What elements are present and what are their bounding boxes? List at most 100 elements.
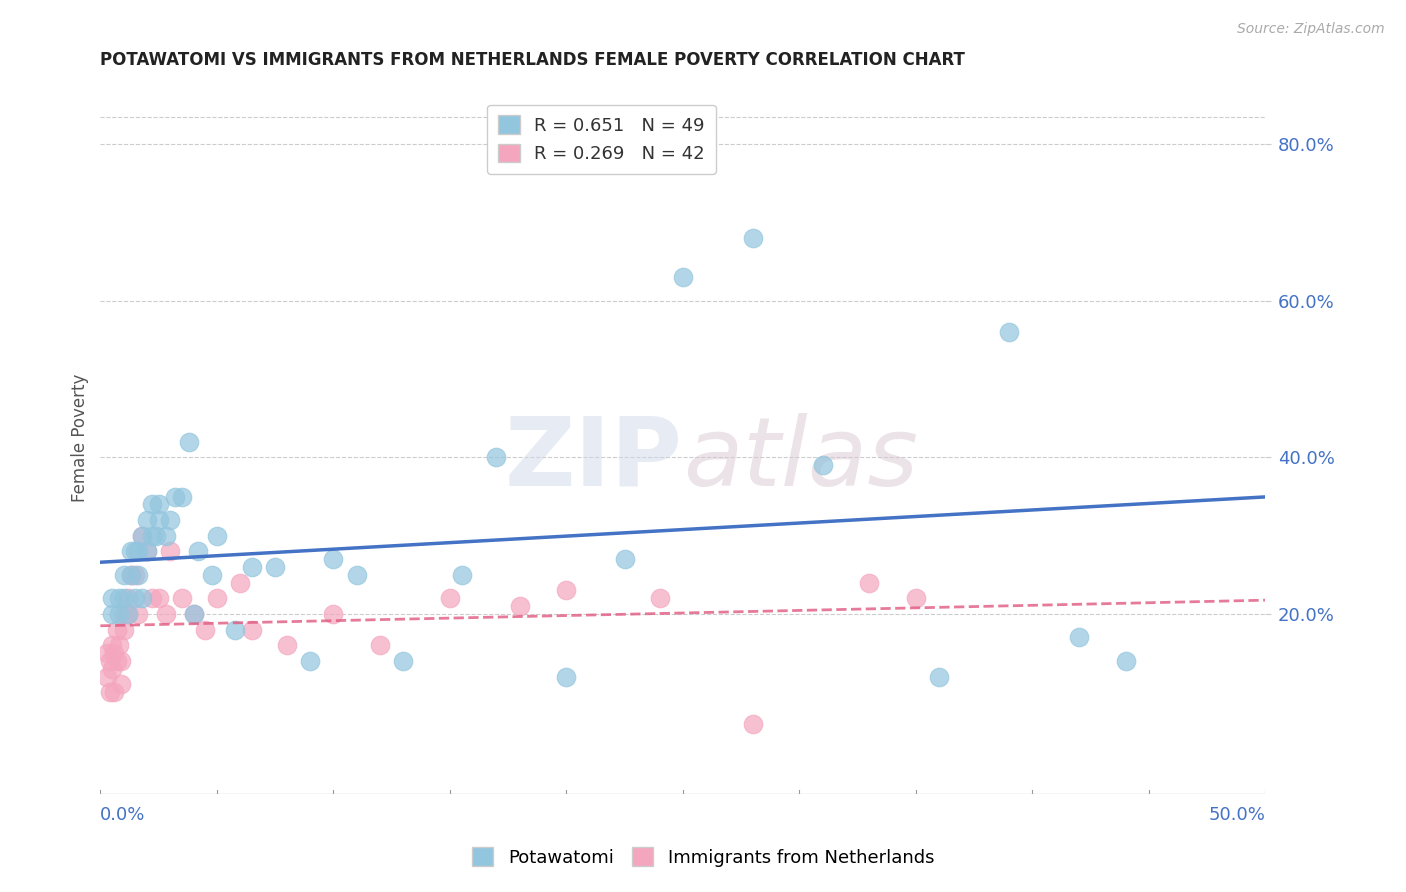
Point xyxy=(136,544,159,558)
Point xyxy=(613,552,636,566)
Point xyxy=(392,654,415,668)
Point xyxy=(672,270,695,285)
Point xyxy=(112,591,135,606)
Point xyxy=(183,607,205,621)
Point xyxy=(264,560,287,574)
Point xyxy=(648,591,671,606)
Point xyxy=(98,685,121,699)
Point xyxy=(112,607,135,621)
Point xyxy=(101,591,124,606)
Point xyxy=(155,529,177,543)
Point xyxy=(136,544,159,558)
Point xyxy=(110,677,132,691)
Point xyxy=(124,591,146,606)
Point xyxy=(346,567,368,582)
Point xyxy=(124,544,146,558)
Point xyxy=(145,529,167,543)
Text: 0.0%: 0.0% xyxy=(100,805,146,824)
Point xyxy=(450,567,472,582)
Point xyxy=(928,670,950,684)
Point xyxy=(108,591,131,606)
Point xyxy=(110,654,132,668)
Text: POTAWATOMI VS IMMIGRANTS FROM NETHERLANDS FEMALE POVERTY CORRELATION CHART: POTAWATOMI VS IMMIGRANTS FROM NETHERLAND… xyxy=(100,51,966,69)
Point xyxy=(741,231,763,245)
Point xyxy=(322,552,344,566)
Point xyxy=(194,623,217,637)
Point xyxy=(1115,654,1137,668)
Point xyxy=(131,591,153,606)
Point xyxy=(177,434,200,449)
Point xyxy=(299,654,322,668)
Point xyxy=(101,607,124,621)
Point xyxy=(127,607,149,621)
Point xyxy=(163,490,186,504)
Legend: Potawatomi, Immigrants from Netherlands: Potawatomi, Immigrants from Netherlands xyxy=(464,840,942,874)
Point xyxy=(127,544,149,558)
Point xyxy=(98,654,121,668)
Point xyxy=(141,529,163,543)
Point xyxy=(141,591,163,606)
Point xyxy=(205,529,228,543)
Point xyxy=(148,591,170,606)
Point xyxy=(148,513,170,527)
Point xyxy=(224,623,246,637)
Point xyxy=(229,575,252,590)
Point xyxy=(120,544,142,558)
Point xyxy=(101,662,124,676)
Point xyxy=(322,607,344,621)
Point xyxy=(108,607,131,621)
Point xyxy=(439,591,461,606)
Text: Source: ZipAtlas.com: Source: ZipAtlas.com xyxy=(1237,22,1385,37)
Point xyxy=(120,567,142,582)
Point xyxy=(170,591,193,606)
Point xyxy=(509,599,531,614)
Point xyxy=(117,607,139,621)
Point xyxy=(136,513,159,527)
Point xyxy=(187,544,209,558)
Point xyxy=(159,544,181,558)
Point xyxy=(555,670,578,684)
Point xyxy=(131,529,153,543)
Point xyxy=(205,591,228,606)
Point xyxy=(105,654,128,668)
Point xyxy=(1067,631,1090,645)
Text: 50.0%: 50.0% xyxy=(1209,805,1265,824)
Point xyxy=(485,450,508,465)
Point xyxy=(112,567,135,582)
Point xyxy=(201,567,224,582)
Point xyxy=(120,567,142,582)
Point xyxy=(555,583,578,598)
Point xyxy=(368,638,391,652)
Text: ZIP: ZIP xyxy=(505,413,683,506)
Y-axis label: Female Poverty: Female Poverty xyxy=(72,374,89,502)
Point xyxy=(96,646,118,660)
Point xyxy=(124,567,146,582)
Point xyxy=(159,513,181,527)
Point xyxy=(108,638,131,652)
Point xyxy=(131,529,153,543)
Point xyxy=(183,607,205,621)
Point xyxy=(240,623,263,637)
Point xyxy=(112,623,135,637)
Point xyxy=(811,458,834,472)
Point xyxy=(858,575,880,590)
Point xyxy=(101,638,124,652)
Point xyxy=(105,623,128,637)
Point xyxy=(155,607,177,621)
Point xyxy=(141,497,163,511)
Point xyxy=(103,646,125,660)
Legend: R = 0.651   N = 49, R = 0.269   N = 42: R = 0.651 N = 49, R = 0.269 N = 42 xyxy=(486,104,716,174)
Point xyxy=(148,497,170,511)
Point xyxy=(117,607,139,621)
Text: atlas: atlas xyxy=(683,413,918,506)
Point xyxy=(904,591,927,606)
Point xyxy=(741,716,763,731)
Point xyxy=(276,638,298,652)
Point xyxy=(998,325,1021,339)
Point xyxy=(117,591,139,606)
Point xyxy=(240,560,263,574)
Point xyxy=(170,490,193,504)
Point xyxy=(96,670,118,684)
Point xyxy=(127,567,149,582)
Point xyxy=(103,685,125,699)
